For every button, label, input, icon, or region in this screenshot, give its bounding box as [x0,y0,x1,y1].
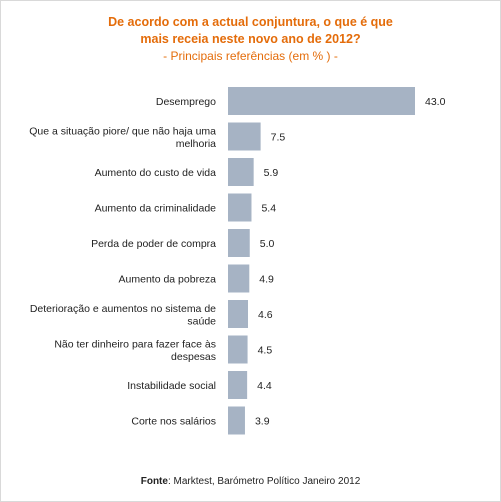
bar-5 [228,229,250,257]
bar-6 [228,264,250,293]
category-label-line: Não ter dinheiro para fazer face às [54,338,216,350]
category-label-10: Corte nos salários [131,416,216,428]
value-label-4: 5.4 [261,203,276,215]
category-label-9: Instabilidade social [127,380,216,392]
value-label-1: 43.0 [425,96,446,108]
value-label-3: 5.9 [264,167,279,179]
category-label-line: Aumento do custo de vida [95,167,217,179]
bar-2 [228,122,261,151]
category-label-5: Perda de poder de compra [91,238,216,250]
category-label-line: Perda de poder de compra [91,238,216,250]
source-text: : Marktest, Barómetro Político Janeiro 2… [167,476,361,487]
category-label-6: Aumento da pobreza [119,274,217,286]
category-label-line: saúde [187,315,216,327]
bar-4 [228,193,252,222]
value-label-7: 4.6 [258,309,273,321]
bar-1 [228,87,415,115]
source-label: Fonte [140,476,168,487]
value-label-9: 4.4 [257,380,272,392]
category-label-2: Que a situação piore/ que não haja uma me… [29,125,216,150]
category-label-7: Deterioração e aumentos no sistema de saú… [30,303,216,328]
category-label-4: Aumento da criminalidade [95,203,217,215]
bar-7 [228,300,249,328]
value-label-8: 4.5 [258,345,273,357]
category-label-line: Que a situação piore/ que não haja uma [29,125,216,137]
category-label-line: Aumento da criminalidade [95,203,217,215]
bar-3 [228,158,254,186]
category-label-line: despesas [171,351,216,363]
category-label-8: Não ter dinheiro para fazer face às despe… [54,338,216,363]
category-label-line: Desemprego [156,96,216,108]
source-note: Fonte: Marktest, Barómetro Político Jane… [0,476,501,487]
bar-10 [228,406,245,435]
category-label-line: melhoria [176,138,216,150]
category-label-line: Corte nos salários [131,416,216,428]
value-label-10: 3.9 [255,416,270,428]
value-label-5: 5.0 [260,238,275,250]
chart-subtitle: - Principais referências (em % ) - [163,49,338,63]
value-label-2: 7.5 [271,132,286,144]
chart-header: De acordo com a actual conjuntura, o que… [0,14,501,64]
bar-8 [228,335,248,364]
category-label-3: Aumento do custo de vida [95,167,217,179]
category-label-line: Deterioração e aumentos no sistema de [30,303,216,315]
chart-title: De acordo com a actual conjuntura, o que… [108,15,393,46]
bar-9 [228,371,248,399]
category-label-1: Desemprego [156,96,216,108]
category-label-line: Aumento da pobreza [119,274,217,286]
category-label-line: Instabilidade social [127,380,216,392]
value-label-6: 4.9 [259,274,274,286]
